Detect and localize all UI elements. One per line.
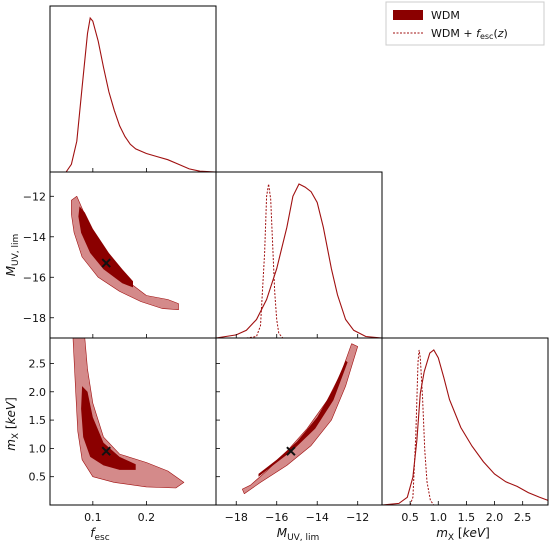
contour-inner-mx_vs_fesc bbox=[81, 386, 136, 470]
panel-frame-r2-c2 bbox=[381, 337, 549, 506]
legend: WDM WDM + fesc(z) bbox=[385, 1, 545, 46]
x-label-fesc: fesc bbox=[90, 526, 109, 543]
ytick-label-mx: 2.0 bbox=[29, 386, 47, 399]
axis-ticks: −18 −16 −14 −12 0.1 0.2 0.5 1.0 1.5 2.0 2.5 −18 −16 −… bbox=[23, 168, 532, 524]
ytick-label-muv: −18 bbox=[23, 312, 46, 325]
contour-outer-muv_vs_fesc bbox=[71, 196, 179, 311]
xtick-label-mx: 0.5 bbox=[401, 511, 419, 524]
marginal-muv-wdm-fesc bbox=[246, 183, 284, 339]
xtick-label-mx: 1.0 bbox=[430, 511, 448, 524]
y-label-muv: MUV, lim bbox=[4, 234, 21, 277]
ytick-label-mx: 1.0 bbox=[29, 442, 47, 455]
x-label-muv: MUV, lim bbox=[277, 526, 320, 543]
ytick-label-muv: −16 bbox=[23, 271, 46, 284]
x-label-mx: mX [keV] bbox=[436, 526, 490, 543]
legend-label-wdm-fesc: WDM + fesc(z) bbox=[431, 27, 508, 41]
contour-inner-muv_vs_fesc bbox=[78, 206, 133, 288]
ytick-label-muv: −12 bbox=[23, 190, 46, 203]
legend-box bbox=[385, 1, 545, 46]
marginal-fesc-wdm bbox=[65, 16, 217, 173]
marginal-mx-wdm bbox=[381, 349, 549, 506]
marginal-curves bbox=[65, 16, 549, 506]
xtick-label-mx: 2.5 bbox=[514, 511, 532, 524]
best-fit-marker-mx_vs_fesc bbox=[101, 446, 111, 456]
contour-inner-mx_vs_muv bbox=[258, 360, 348, 477]
contour-fills bbox=[71, 196, 359, 495]
xtick-label-mx: 2.0 bbox=[486, 511, 504, 524]
xtick-label-muv: −14 bbox=[306, 511, 329, 524]
y-label-mx: mX [keV] bbox=[4, 397, 21, 451]
panel-frame-r1-c1 bbox=[215, 171, 383, 339]
xtick-label-muv: −16 bbox=[265, 511, 288, 524]
legend-label-wdm: WDM bbox=[431, 9, 460, 22]
ytick-label-muv: −14 bbox=[23, 231, 46, 244]
ytick-label-mx: 1.5 bbox=[29, 414, 47, 427]
contour-outer-mx_vs_muv bbox=[242, 343, 359, 495]
ytick-label-mx: 0.5 bbox=[29, 471, 47, 484]
xtick-label-fesc: 0.1 bbox=[84, 511, 102, 524]
xtick-label-muv: −12 bbox=[346, 511, 369, 524]
panel-frame-r1-c0 bbox=[49, 171, 217, 339]
panel-frames bbox=[49, 5, 549, 506]
ytick-label-mx: 2.5 bbox=[29, 357, 47, 370]
xtick-label-fesc: 0.2 bbox=[138, 511, 156, 524]
best-fit-markers bbox=[101, 258, 296, 456]
xtick-label-mx: 1.5 bbox=[458, 511, 476, 524]
legend-swatch-wdm bbox=[393, 10, 423, 20]
best-fit-marker-muv_vs_fesc bbox=[101, 258, 111, 268]
contours-mx_vs_muv bbox=[242, 343, 359, 495]
xtick-label-muv: −18 bbox=[225, 511, 248, 524]
contours-mx_vs_fesc bbox=[72, 338, 185, 489]
panel-frame-r2-c1 bbox=[215, 337, 383, 506]
contours-muv_vs_fesc bbox=[71, 196, 179, 311]
best-fit-marker-mx_vs_muv bbox=[286, 446, 296, 456]
marginal-muv-wdm bbox=[215, 183, 383, 339]
marginal-mx-wdm-fesc bbox=[409, 349, 435, 506]
